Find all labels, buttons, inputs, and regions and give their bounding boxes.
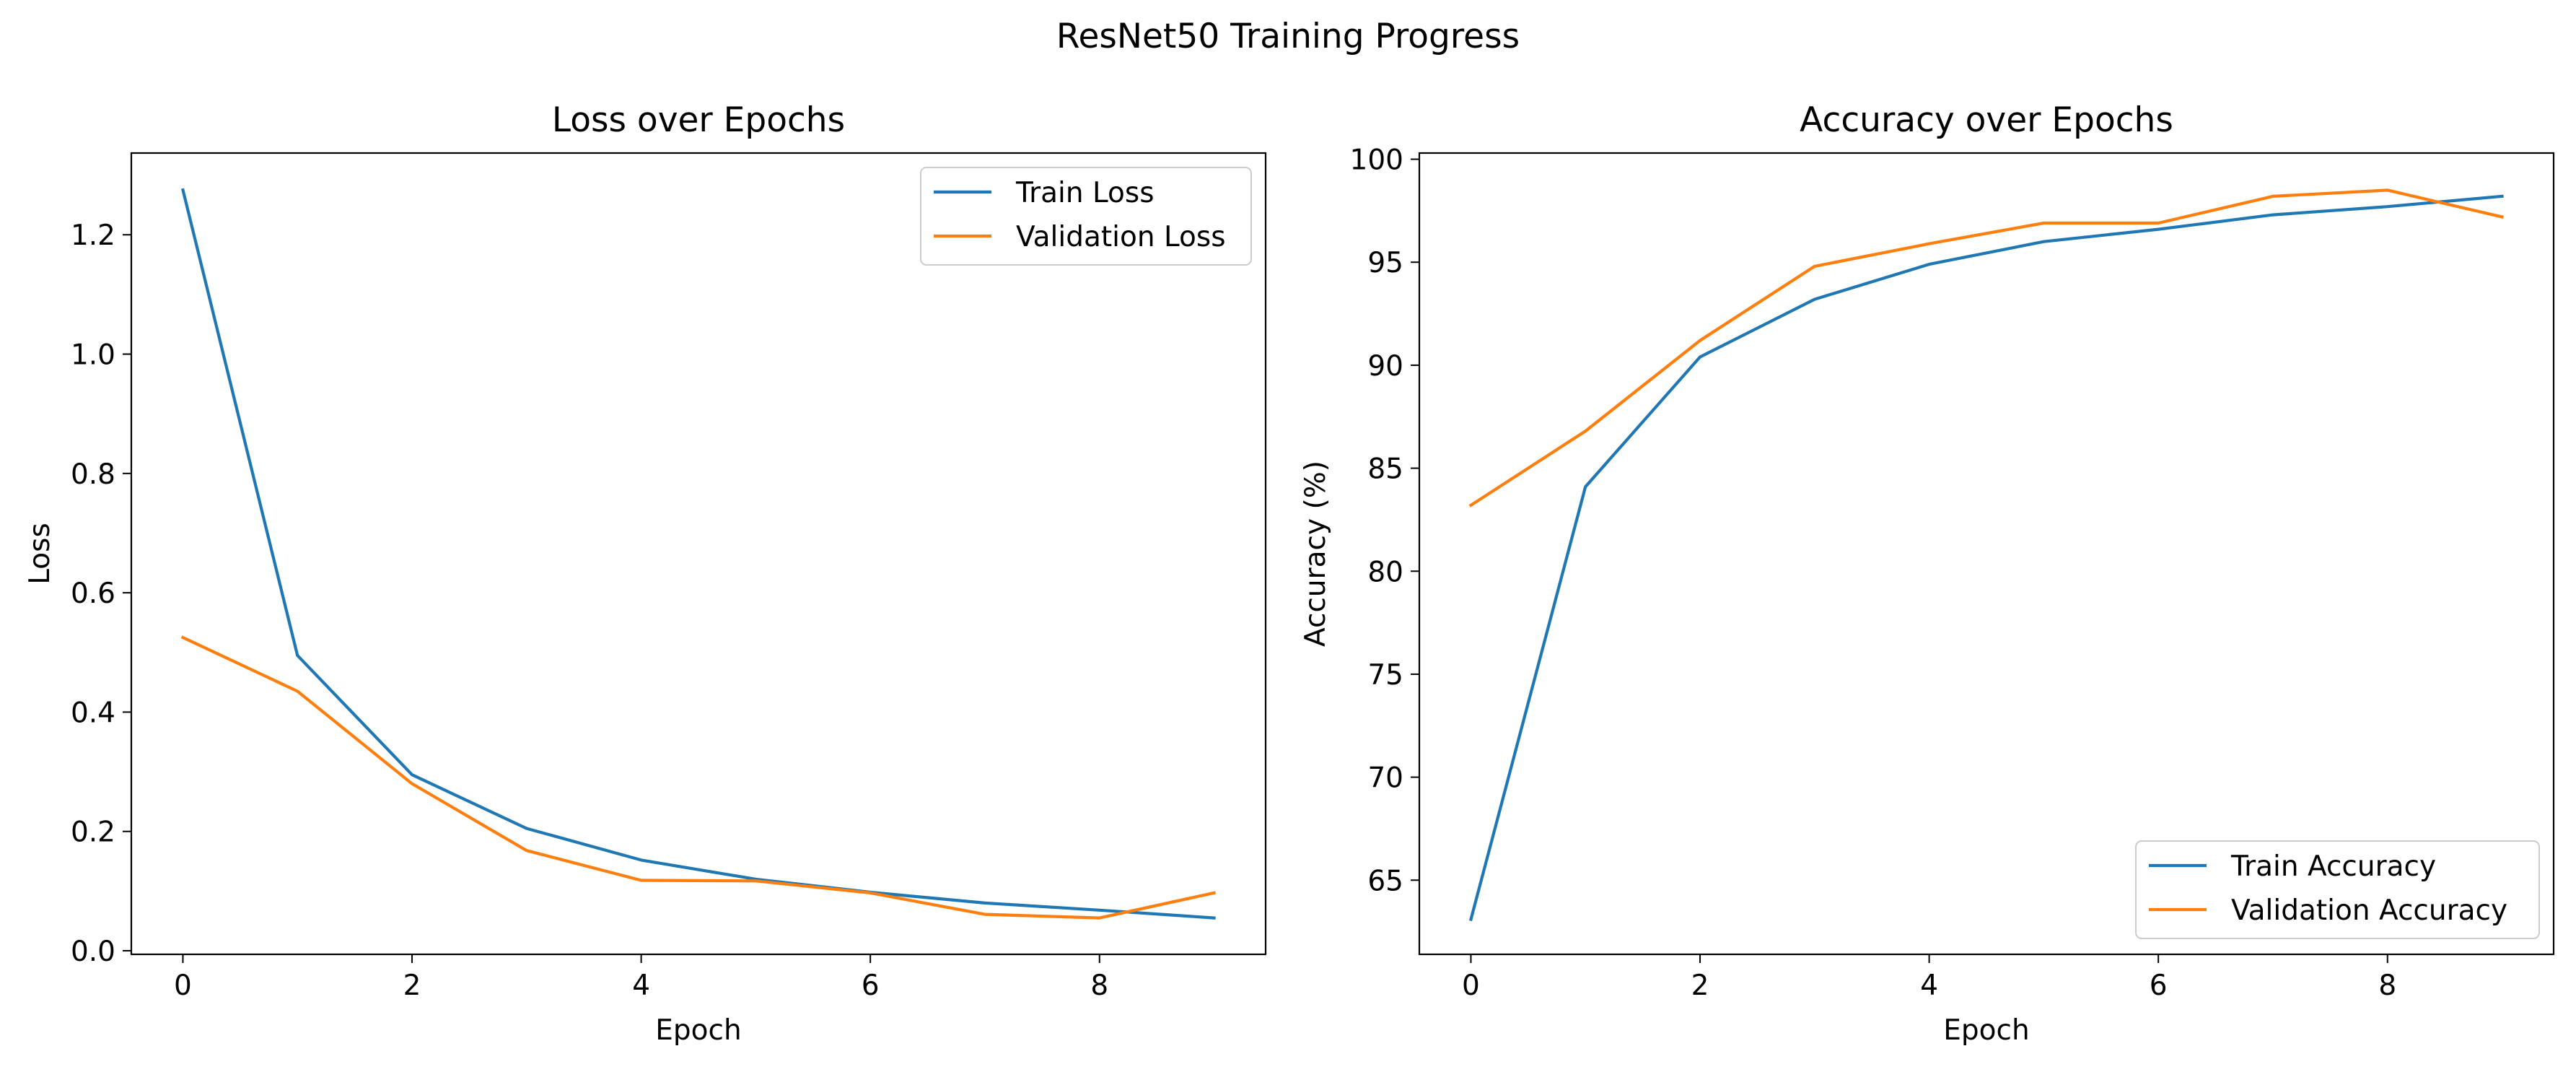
legend-box [2135,840,2540,939]
x-tick-label: 2 [1691,969,1709,1002]
series-line-train [1468,194,2504,922]
y-tick-label: 0.6 [71,578,115,610]
y-tick-label: 0.0 [71,936,115,968]
chart-title: Accuracy over Epochs [1800,100,2173,140]
y-tick-label: 95 [1367,247,1403,279]
legend: Train Loss Validation Loss [920,167,1252,266]
x-tick-label: 8 [1090,969,1108,1002]
x-tick-label: 0 [174,969,192,1002]
x-tick-label: 0 [1462,969,1480,1002]
y-tick-label: 75 [1367,659,1403,692]
y-tick-label: 100 [1350,144,1403,177]
x-tick-label: 8 [2378,969,2396,1002]
x-axis-label: Epoch [655,1014,741,1047]
axes-frame [1418,152,2555,956]
y-tick-label: 0.2 [71,816,115,849]
y-tick-label: 1.0 [71,339,115,372]
legend-box [920,167,1252,266]
y-tick-label: 0.4 [71,697,115,729]
x-tick-label: 6 [862,969,880,1002]
y-tick-label: 90 [1367,350,1403,383]
axes-frame [130,152,1267,956]
x-tick-label: 4 [632,969,650,1002]
x-tick-label: 2 [403,969,421,1002]
legend-label: Validation Loss [1016,221,1226,253]
x-tick-label: 6 [2150,969,2168,1002]
chart-title: Loss over Epochs [552,100,845,140]
figure-suptitle: ResNet50 Training Progress [1056,17,1520,56]
series-line-validation [180,635,1217,920]
x-tick-label: 4 [1920,969,1938,1002]
y-tick-label: 65 [1367,865,1403,897]
loss-chart: Loss over Epochs 0 2 4 6 8 0.0 0.2 0.4 0.6 0.8 1.0 1… [24,100,1267,1047]
series-line-validation [1468,188,2505,507]
y-tick-label: 0.8 [71,458,115,491]
legend-label: Validation Accuracy [2231,894,2507,927]
y-tick-label: 70 [1367,762,1403,795]
legend: Train Accuracy Validation Accuracy [2135,840,2540,939]
y-tick-label: 80 [1367,556,1403,588]
legend-label: Train Accuracy [2230,850,2436,883]
y-tick-label: 1.2 [71,219,115,252]
y-axis-label: Accuracy (%) [1300,461,1332,647]
legend-label: Train Loss [1015,177,1155,209]
accuracy-chart: Accuracy over Epochs 0 2 4 6 8 65 70 75 80 85 90 95 1… [1300,100,2555,1047]
y-axis-label: Loss [24,523,56,585]
series-line-train [180,188,1216,920]
y-tick-label: 85 [1367,453,1403,486]
x-axis-label: Epoch [1943,1014,2029,1047]
